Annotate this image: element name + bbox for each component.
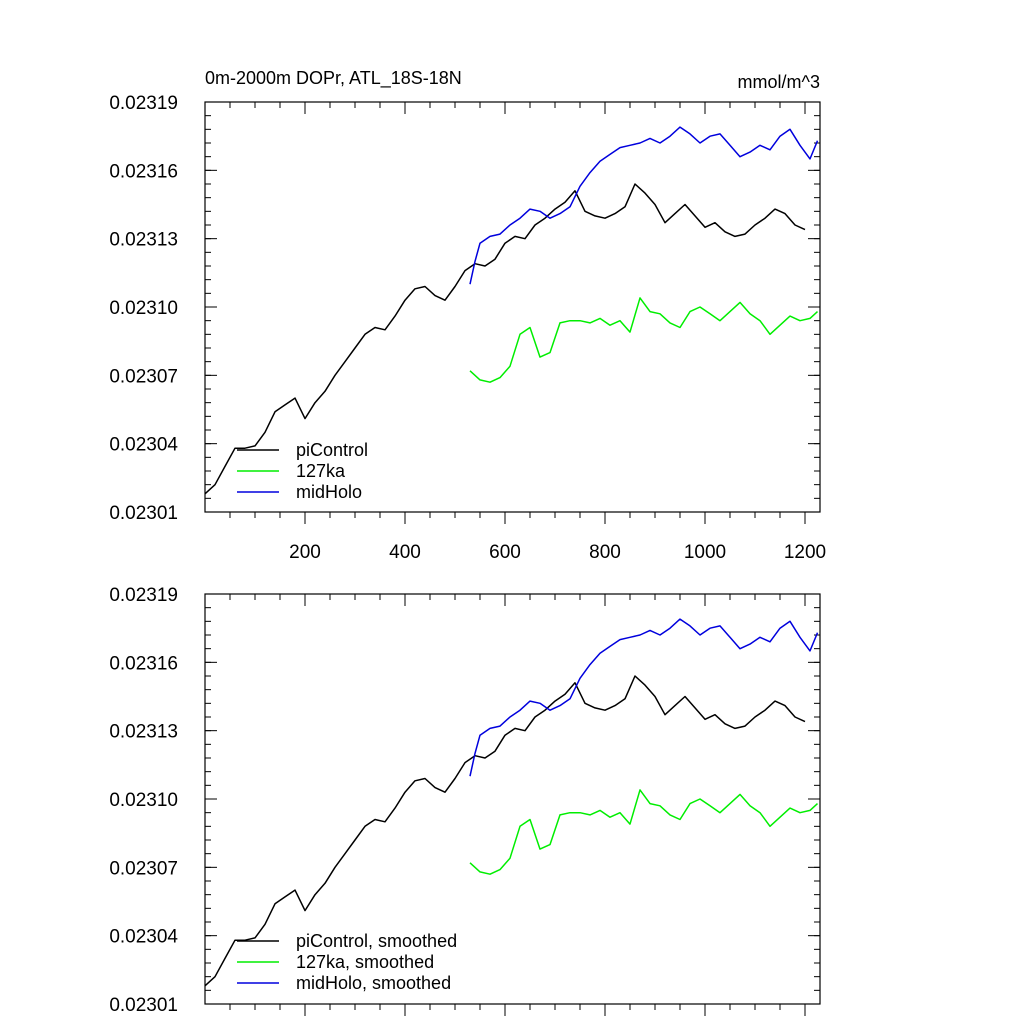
- top-panel-units: mmol/m^3: [738, 72, 820, 92]
- y-tick-label: 0.02310: [109, 298, 178, 319]
- series-line-midholo-smoothed: [469, 618, 819, 777]
- legend-label: 127ka: [296, 461, 346, 481]
- series-line-picontrol-smoothed: [204, 675, 806, 987]
- y-tick-label: 0.02313: [109, 722, 178, 743]
- x-tick-label: 400: [389, 542, 421, 563]
- y-tick-label: 0.02310: [109, 790, 178, 811]
- y-tick-label: 0.02307: [109, 366, 178, 387]
- y-tick-label: 0.02316: [109, 161, 178, 182]
- series-line-127ka-smoothed: [469, 789, 819, 875]
- series-line-picontrol: [204, 183, 806, 495]
- y-tick-label: 0.02301: [109, 995, 178, 1016]
- y-tick-label: 0.02316: [109, 653, 178, 674]
- x-tick-label: 1000: [684, 542, 726, 563]
- y-tick-label: 0.02307: [109, 858, 178, 879]
- top-panel: 0m-2000m DOPr, ATL_18S-18N mmol/m^3 0.02…: [109, 68, 826, 563]
- y-tick-label: 0.02301: [109, 503, 178, 524]
- bottom-panel: 0.02301 0.02304 0.02307 0.02310 0.02313 0.023…: [109, 585, 821, 1016]
- legend-label: piControl: [296, 440, 368, 460]
- x-tick-label: 600: [489, 542, 521, 563]
- top-panel-title: 0m-2000m DOPr, ATL_18S-18N: [205, 68, 462, 89]
- y-tick-label: 0.02304: [109, 927, 178, 948]
- x-tick-label: 1200: [784, 542, 826, 563]
- y-tick-label: 0.02313: [109, 230, 178, 251]
- y-tick-label: 0.02319: [109, 93, 178, 114]
- y-tick-label: 0.02319: [109, 585, 178, 606]
- legend-label: midHolo: [296, 482, 362, 502]
- series-line-127ka: [469, 297, 819, 383]
- x-tick-label: 200: [289, 542, 321, 563]
- series-line-midholo: [469, 126, 819, 285]
- legend-label: piControl, smoothed: [296, 931, 457, 951]
- y-tick-label: 0.02304: [109, 435, 178, 456]
- x-tick-label: 800: [589, 542, 621, 563]
- legend-label: midHolo, smoothed: [296, 973, 451, 993]
- legend-label: 127ka, smoothed: [296, 952, 434, 972]
